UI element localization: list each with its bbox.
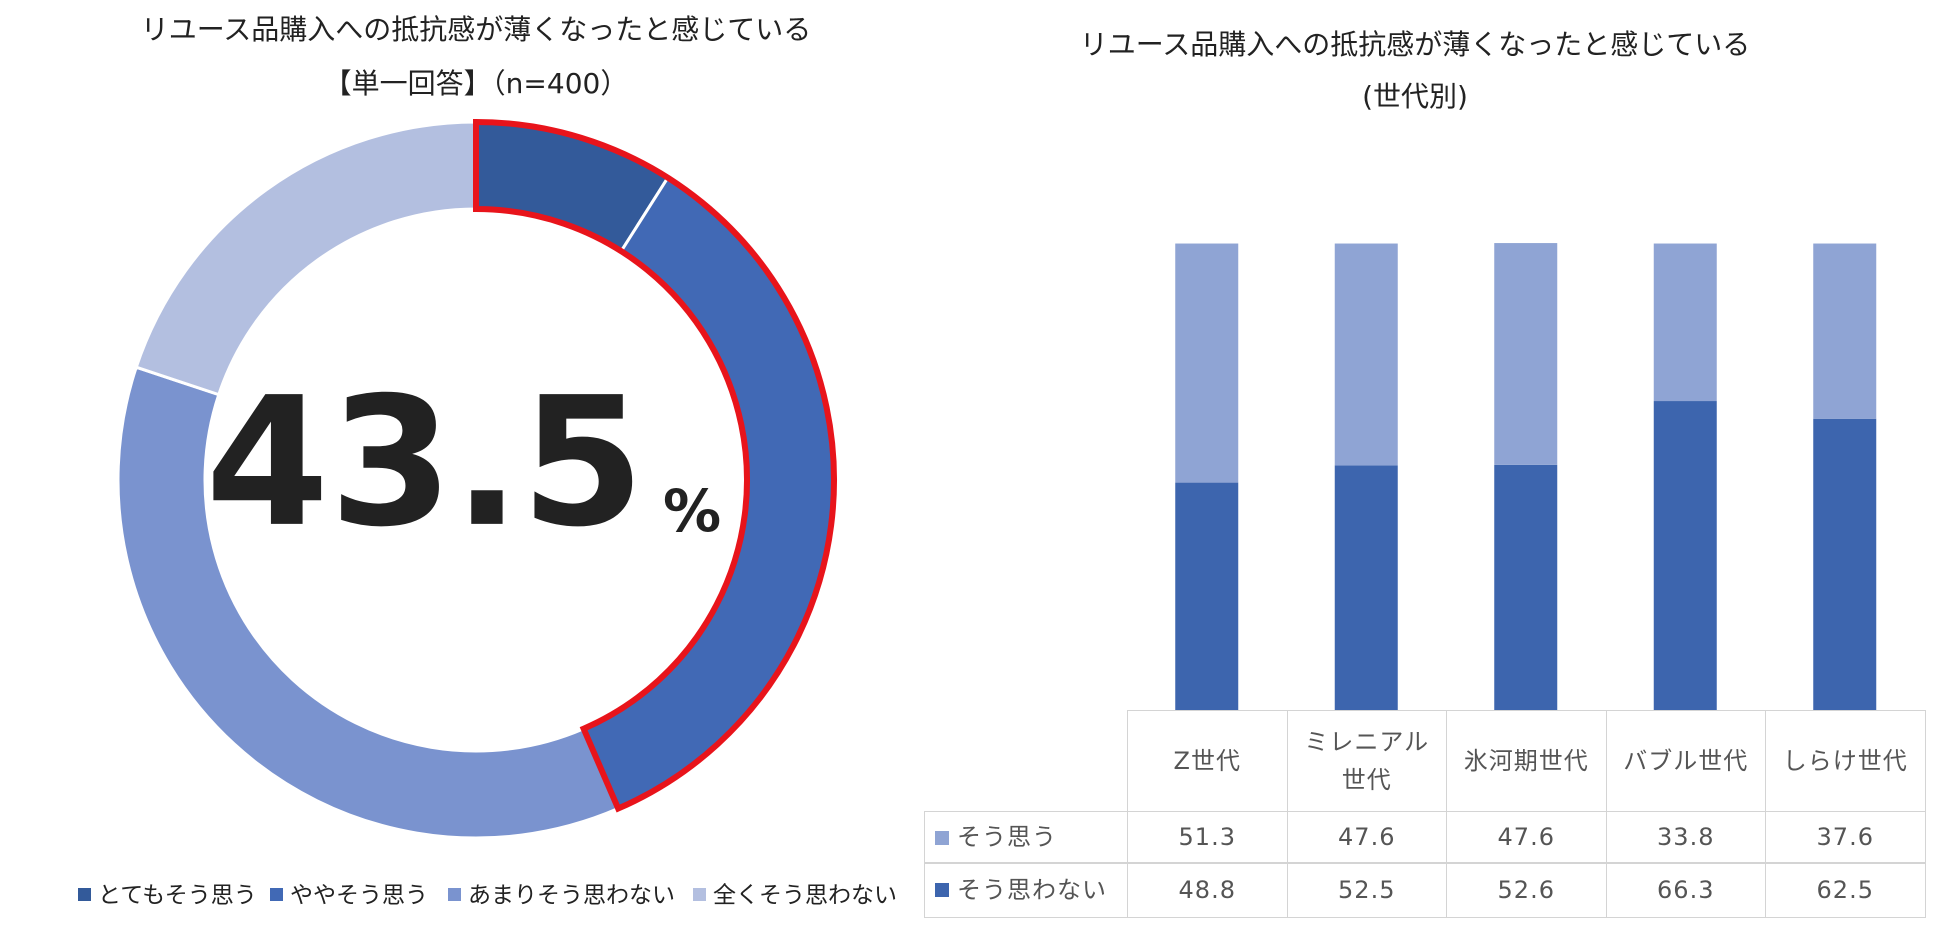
table-header: しらけ世代	[1765, 710, 1926, 812]
chart-title: リユース品購入への抵抗感が薄くなったと感じている	[141, 13, 812, 46]
chart-title: 【単一回答】（n=400）	[324, 67, 629, 100]
legend-label: あまりそう思わない	[468, 883, 675, 909]
table-row-label: そう思う	[924, 811, 1128, 864]
legend-key	[270, 888, 283, 901]
legend-key	[448, 888, 461, 901]
center-unit: %	[663, 477, 721, 545]
center-value: 43.5	[205, 359, 644, 566]
table-cell: 51.3	[1127, 811, 1288, 864]
table-header: バブル世代	[1605, 710, 1766, 812]
bar	[1494, 243, 1558, 465]
table-cell: 48.8	[1127, 862, 1288, 918]
bar	[1334, 465, 1398, 710]
legend-key	[78, 888, 91, 901]
bar	[1175, 482, 1239, 710]
legend-key	[935, 830, 949, 845]
highlight-outline	[473, 118, 837, 813]
table-cell: 66.3	[1605, 862, 1766, 918]
table-cell: 37.6	[1765, 811, 1926, 864]
bar	[1813, 243, 1877, 419]
table-header: 氷河期世代	[1446, 710, 1607, 812]
legend-key	[693, 888, 706, 901]
table-header: ミレニアル世代	[1286, 710, 1447, 812]
legend-label: そう思う	[957, 823, 1057, 852]
bar	[1494, 464, 1558, 710]
table-row-label: そう思わない	[924, 862, 1128, 918]
table-cell: 52.5	[1286, 862, 1447, 918]
chart-title: リユース品購入への抵抗感が薄くなったと感じている	[1080, 28, 1751, 61]
bar	[1653, 243, 1717, 402]
legend-label: そう思わない	[957, 875, 1107, 904]
table-header: Z世代	[1127, 710, 1288, 812]
legend-label: ややそう思う	[290, 883, 428, 909]
table-cell: 47.6	[1446, 811, 1607, 864]
legend-key	[935, 883, 949, 897]
bar	[1334, 243, 1398, 466]
bar	[1653, 401, 1717, 710]
legend-label: 全くそう思わない	[713, 883, 897, 909]
bar	[1813, 418, 1877, 710]
table-cell: 62.5	[1765, 862, 1926, 918]
donut-segment	[134, 120, 478, 397]
table-cell: 52.6	[1446, 862, 1607, 918]
table-cell: 47.6	[1286, 811, 1447, 864]
bar	[1175, 243, 1239, 483]
table-cell: 33.8	[1605, 811, 1766, 864]
donut-segment	[116, 365, 621, 840]
legend-label: とてもそう思う	[98, 883, 257, 909]
chart-title: (世代別)	[1362, 80, 1468, 113]
